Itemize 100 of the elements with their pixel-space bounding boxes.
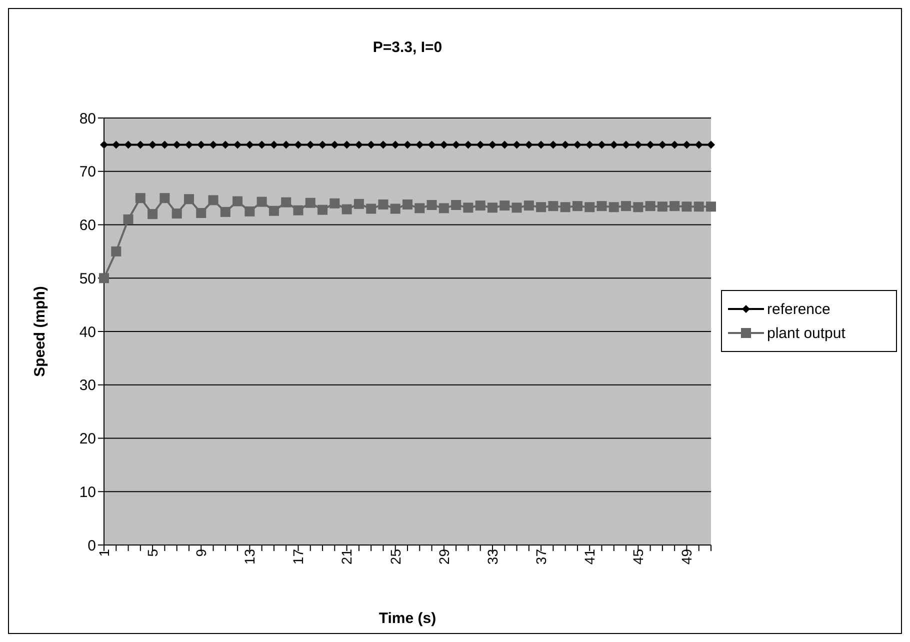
point — [390, 204, 400, 214]
point — [354, 140, 363, 149]
point — [402, 199, 412, 210]
point — [657, 202, 668, 212]
point — [123, 214, 134, 224]
point — [440, 140, 448, 149]
point — [305, 198, 316, 208]
point — [172, 140, 181, 149]
y-tick-label: 0 — [88, 537, 96, 554]
point — [426, 200, 437, 210]
x-tick-label: 21 — [338, 548, 355, 565]
point — [366, 204, 376, 214]
point — [256, 196, 267, 207]
point — [549, 140, 558, 149]
x-tick-label: 49 — [678, 548, 695, 565]
x-tick-label: 13 — [242, 548, 258, 565]
point — [184, 140, 193, 149]
point — [586, 140, 594, 149]
point — [694, 202, 704, 212]
point — [463, 202, 474, 213]
point — [694, 140, 703, 149]
point — [196, 208, 206, 218]
point — [342, 140, 351, 149]
point — [634, 140, 642, 149]
point — [330, 140, 339, 149]
x-tick-label: 5 — [144, 548, 160, 557]
y-tick-label: 40 — [79, 324, 96, 341]
point — [111, 246, 122, 256]
chart-title: P=3.3, I=0 — [372, 39, 444, 56]
point — [524, 140, 533, 149]
point — [670, 201, 680, 212]
point — [561, 140, 570, 149]
point — [282, 140, 290, 149]
point — [416, 140, 424, 149]
point — [573, 140, 582, 149]
point — [438, 203, 449, 214]
point — [330, 198, 340, 208]
point — [500, 200, 510, 211]
point — [281, 197, 292, 208]
point — [148, 209, 158, 220]
point — [608, 202, 619, 212]
point — [354, 198, 364, 209]
point — [232, 196, 243, 206]
point — [622, 140, 630, 149]
x-tick-label: 37 — [532, 548, 549, 565]
point — [658, 140, 666, 149]
point — [100, 140, 108, 149]
point — [451, 200, 462, 210]
point — [258, 140, 266, 149]
point — [428, 140, 436, 149]
y-tick-label: 10 — [79, 484, 96, 501]
point — [536, 202, 546, 212]
x-tick-label: 1 — [96, 548, 112, 557]
point — [208, 195, 218, 206]
point — [404, 140, 412, 149]
point — [706, 202, 716, 212]
x-tick-label: 41 — [582, 548, 598, 565]
point — [234, 140, 242, 149]
point — [512, 202, 522, 213]
x-axis-title: Time (s) — [378, 610, 436, 627]
y-tick-label: 30 — [79, 377, 96, 394]
point — [148, 140, 157, 149]
legend-label: reference — [767, 300, 830, 318]
point — [160, 140, 169, 149]
point — [209, 140, 218, 149]
point — [682, 140, 691, 149]
x-tick-label: 45 — [630, 548, 646, 565]
point — [184, 194, 194, 204]
point — [475, 200, 486, 211]
point — [197, 140, 206, 149]
point — [464, 140, 472, 149]
y-tick-label: 70 — [79, 164, 96, 181]
point — [682, 202, 692, 212]
point — [318, 140, 327, 149]
x-tick-label: 25 — [387, 548, 404, 565]
point — [268, 206, 279, 216]
point — [596, 201, 607, 212]
point — [476, 140, 484, 149]
point — [572, 201, 582, 212]
point — [342, 204, 352, 214]
point — [707, 140, 715, 149]
point — [294, 140, 302, 149]
x-tick-label: 9 — [193, 548, 210, 557]
point — [270, 140, 278, 149]
point — [221, 140, 230, 149]
legend-label: plant output — [767, 324, 846, 342]
point — [645, 201, 656, 212]
point — [246, 140, 254, 149]
point — [112, 140, 120, 149]
point — [378, 199, 388, 210]
point — [414, 203, 425, 214]
y-tick-label: 60 — [79, 217, 96, 234]
point — [367, 140, 376, 149]
point — [306, 140, 314, 149]
point — [598, 140, 606, 149]
point — [136, 140, 144, 149]
point — [220, 206, 230, 217]
point — [633, 202, 644, 212]
point — [488, 140, 496, 149]
point — [560, 202, 570, 212]
